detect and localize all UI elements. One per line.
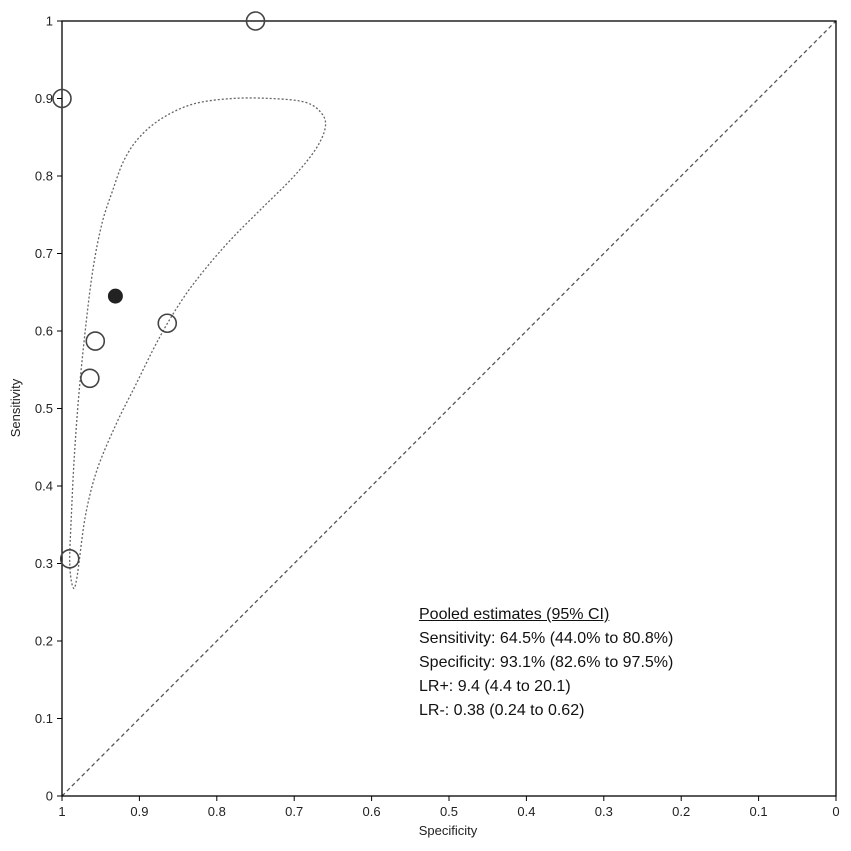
- y-tick-label: 0.2: [35, 634, 53, 649]
- x-tick-label: 0.5: [440, 804, 458, 819]
- y-tick-label: 0.8: [35, 169, 53, 184]
- y-tick-label: 0.3: [35, 556, 53, 571]
- study-point: [59, 549, 80, 569]
- axis-ticks-layer: 1 0.9 0.8 0.7 0.6 0.5 0.4 0.3 0.2 0.1 0 0 0.1 0.2 0.3 0…: [35, 14, 840, 820]
- pooled-estimates-heading: Pooled estimates (95% CI): [419, 606, 610, 623]
- y-tick-label: 0.5: [35, 401, 53, 416]
- diagonal-layer: [61, 20, 837, 797]
- x-tick-label: 0.9: [130, 804, 148, 819]
- y-tick-label: 0.1: [35, 711, 53, 726]
- y-tick-label: 1: [46, 14, 53, 29]
- x-tick-label: 0.8: [208, 804, 226, 819]
- diagonal-reference-line: [61, 20, 837, 797]
- y-axis-label: Sensitivity: [8, 378, 23, 437]
- pooled-sensitivity: Sensitivity: 64.5% (44.0% to 80.8%): [419, 630, 674, 647]
- pooled-estimate-point: [107, 288, 123, 304]
- y-tick-label: 0: [46, 789, 53, 804]
- x-tick-label: 0.1: [750, 804, 768, 819]
- x-tick-label: 0.6: [363, 804, 381, 819]
- pooled-estimates-box: Pooled estimates (95% CI) Sensitivity: 6…: [419, 603, 673, 723]
- x-tick-label: 1: [58, 804, 65, 819]
- y-tick-label: 0.7: [35, 246, 53, 261]
- study-point: [245, 11, 266, 31]
- study-point: [157, 313, 178, 334]
- pooled-specificity: Specificity: 93.1% (82.6% to 97.5%): [419, 654, 674, 671]
- y-tick-label: 0.4: [35, 479, 53, 494]
- x-tick-label: 0.4: [517, 804, 535, 819]
- study-point: [52, 88, 72, 109]
- x-axis-label: Specificity: [419, 823, 478, 838]
- x-tick-label: 0.7: [285, 804, 303, 819]
- y-tick-label: 0.9: [35, 91, 53, 106]
- pooled-lr-positive: LR+: 9.4 (4.4 to 20.1): [419, 678, 571, 695]
- confidence-region-layer: [69, 97, 327, 590]
- y-tick-label: 0.6: [35, 324, 53, 339]
- study-point: [85, 331, 106, 351]
- study-points-layer: [52, 11, 266, 569]
- x-tick-label: 0.2: [672, 804, 690, 819]
- pooled-lr-negative: LR-: 0.38 (0.24 to 0.62): [419, 702, 585, 719]
- confidence-region-contour: [69, 97, 327, 590]
- study-point: [80, 368, 100, 389]
- x-tick-label: 0.3: [595, 804, 613, 819]
- x-tick-label: 0: [832, 804, 839, 819]
